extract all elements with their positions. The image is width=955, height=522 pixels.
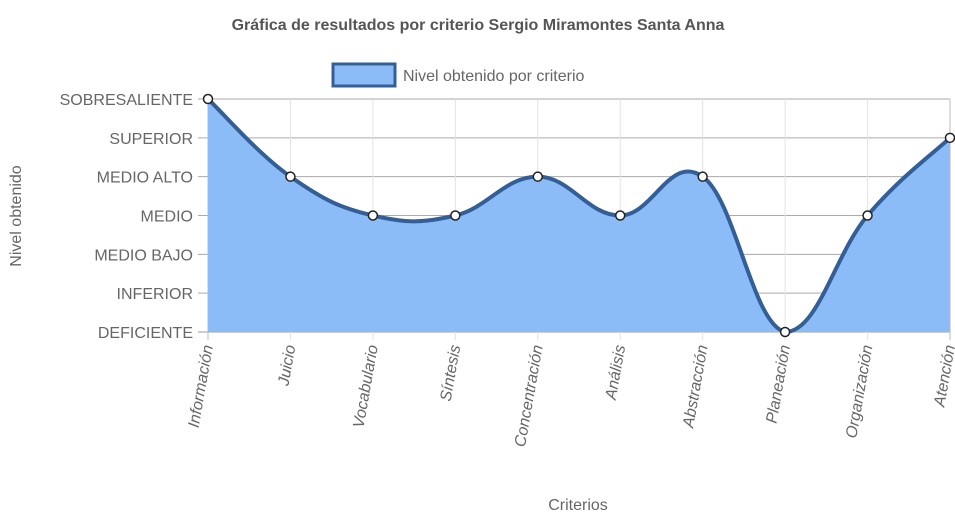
y-tick-label: INFERIOR [117,286,193,303]
x-tick-label: Planeación [764,344,795,425]
x-axis-ticks: Información Juicio Vocabulario Síntesis Conc… [186,344,955,449]
x-tick-label: Síntesis [438,344,465,403]
series-line [206,97,952,334]
y-axis-ticks: DEFICIENTE INFERIOR MEDIO BAJO MEDIO MEDIO A… [60,92,193,342]
data-point [779,326,791,338]
data-point [532,171,544,182]
y-tick-label: DEFICIENTE [98,325,193,342]
data-point [450,210,461,221]
data-point [285,171,296,182]
x-tick-label: Atención [931,344,955,409]
x-tick-label: Juicio [275,344,299,388]
y-tick-label: SUPERIOR [109,131,193,148]
data-point [862,210,873,221]
data-point [202,93,214,105]
legend-label: Nivel obtenido por criterio [403,68,585,85]
series-area [208,99,950,332]
data-point [944,132,955,144]
x-axis-label: Criterios [548,497,608,514]
x-tick-label: Organización [843,344,876,440]
data-point [614,210,626,221]
y-axis-label: Nivel obtenido [8,165,25,267]
x-tick-label: Análisis [603,344,629,402]
y-tick-label: SOBRESALIENTE [60,92,193,109]
legend-swatch [331,62,397,88]
y-tick-label: MEDIO [141,209,193,226]
chart-title: Gráfica de resultados por criterio Sergi… [232,17,725,34]
data-point [697,171,708,182]
x-tick-label: Abstracción [680,344,711,430]
plot-area [206,97,952,334]
data-point [367,210,379,221]
legend[interactable]: Nivel obtenido por criterio [331,62,585,88]
y-tick-label: MEDIO BAJO [94,247,193,264]
data-points [202,93,955,338]
y-tick-label: MEDIO ALTO [97,170,193,187]
x-tick-label: Concentración [512,344,547,449]
x-tick-label: Información [186,344,217,429]
x-tick-label: Vocabulario [351,344,382,430]
